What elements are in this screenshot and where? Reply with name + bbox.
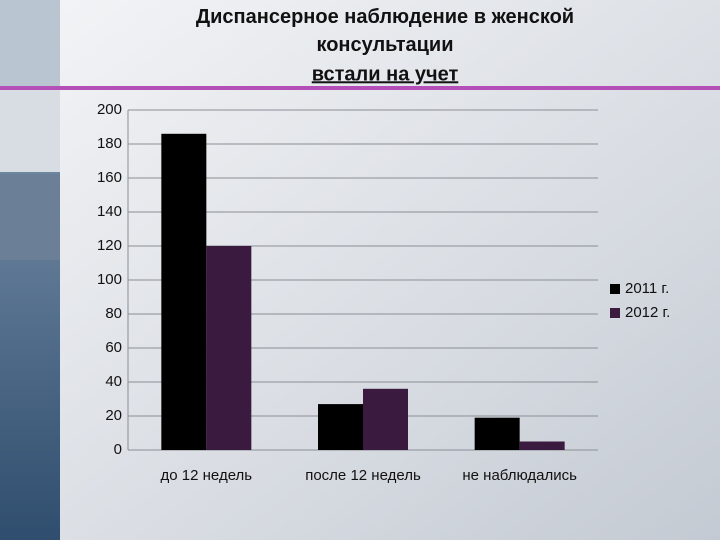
y-tick-label: 140	[97, 203, 122, 220]
y-tick-label: 180	[97, 135, 122, 152]
y-tick-label: 100	[97, 271, 122, 288]
legend-label: 2011 г.	[625, 280, 669, 297]
bar	[519, 441, 565, 450]
legend-label: 2012 г.	[625, 304, 670, 321]
chart-title: Диспансерное наблюдение в женской консуль…	[196, 6, 574, 56]
x-tick-label: после 12 недель	[305, 467, 421, 484]
x-tick-label: не наблюдались	[462, 467, 577, 484]
bar	[206, 246, 252, 450]
photo	[0, 0, 60, 88]
bar	[363, 388, 408, 450]
photo	[0, 174, 60, 260]
chart-subtitle: встали на учет	[312, 63, 459, 85]
y-tick-label: 0	[114, 441, 122, 458]
legend-swatch	[610, 284, 620, 294]
y-tick-label: 20	[105, 407, 122, 424]
bar	[161, 133, 207, 451]
y-tick-label: 160	[97, 169, 122, 186]
y-tick-label: 60	[105, 339, 122, 356]
y-tick-label: 200	[97, 101, 122, 118]
bar	[318, 404, 363, 450]
legend-swatch	[610, 308, 620, 318]
x-tick-label: до 12 недель	[161, 467, 253, 484]
photo	[0, 90, 60, 172]
y-tick-label: 40	[105, 373, 122, 390]
y-tick-label: 120	[97, 237, 122, 254]
bar	[474, 417, 520, 450]
divider	[0, 86, 720, 90]
y-tick-label: 80	[105, 305, 122, 322]
